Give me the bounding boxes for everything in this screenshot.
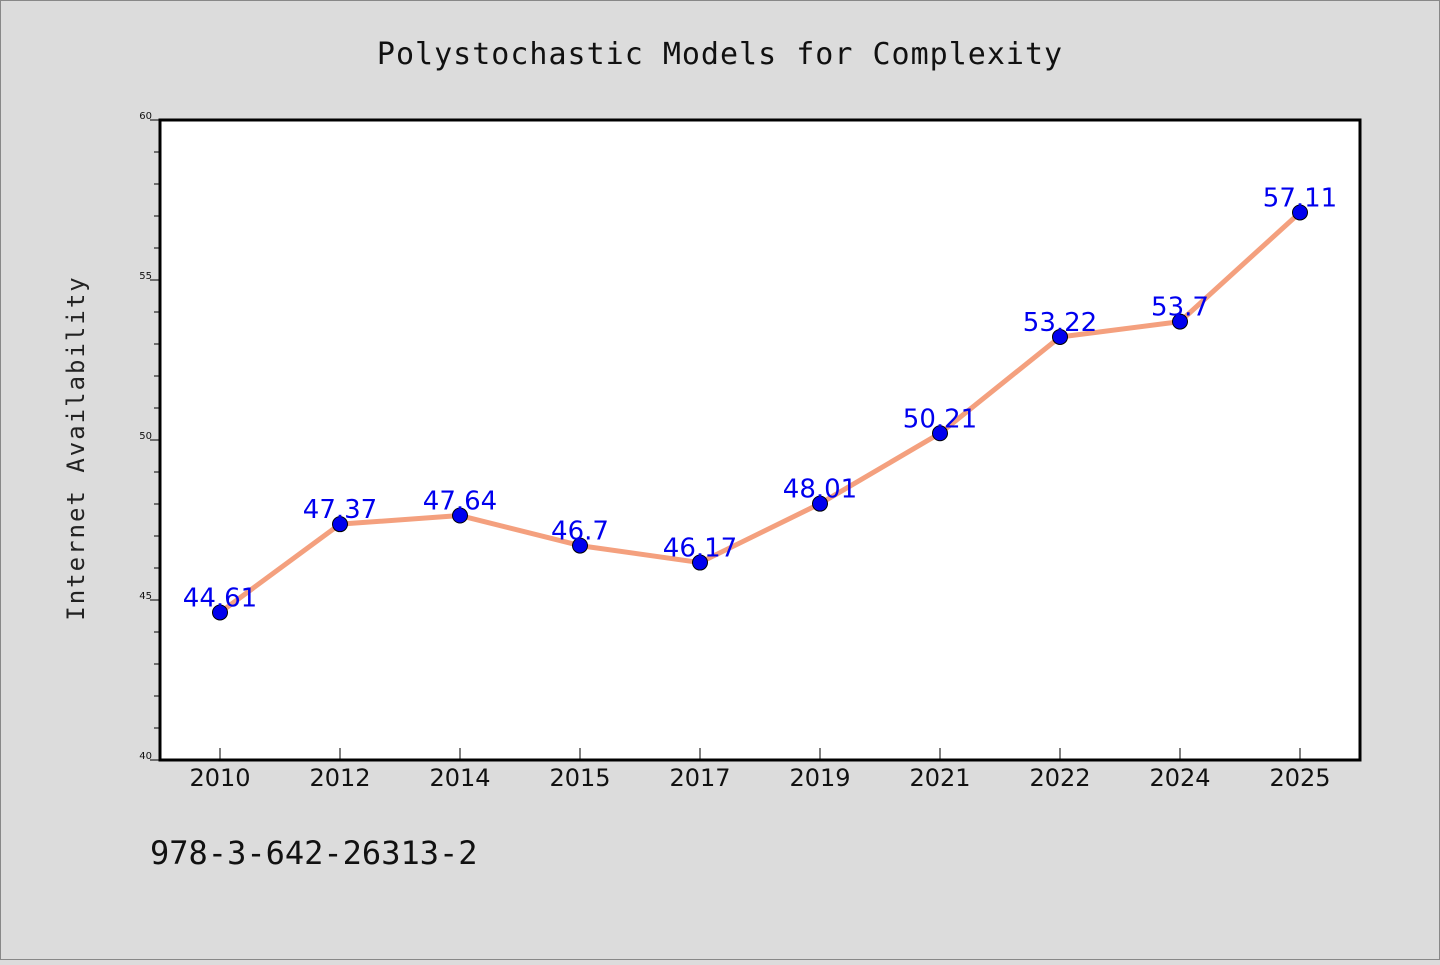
x-tick-label: 2019: [789, 764, 850, 792]
data-point-marker: [932, 425, 948, 442]
data-point-marker: [212, 604, 228, 621]
x-tick-label: 2017: [669, 764, 730, 792]
data-point-marker: [1292, 204, 1308, 221]
data-point-marker: [1052, 328, 1068, 345]
y-tick-label: 60: [139, 111, 152, 122]
data-label: 47.37: [303, 495, 377, 525]
data-label: 50.21: [903, 404, 977, 434]
data-point-marker: [332, 516, 348, 533]
chart-title: Polystochastic Models for Complexity: [377, 37, 1063, 72]
x-tick-label: 2022: [1029, 764, 1090, 792]
data-point-marker: [452, 507, 468, 524]
series-layer: 44.61 47.37 47.64 46.7 46.17 48.01 50.21 53.22 5…: [183, 183, 1337, 621]
data-point-marker: [812, 495, 828, 512]
data-label: 46.17: [663, 534, 737, 564]
y-tick-label: 50: [139, 431, 152, 442]
data-label: 53.22: [1023, 308, 1097, 338]
x-axis: 2010 2012 2014 2015 2017 2019 2021 2022 2024 2025: [189, 748, 1331, 792]
data-label: 47.64: [423, 487, 497, 517]
y-tick-label: 55: [139, 271, 152, 282]
y-axis-label: Internet Availability: [62, 275, 90, 620]
data-point-marker: [1172, 313, 1188, 330]
x-tick-label: 2012: [309, 764, 370, 792]
x-tick-label: 2025: [1269, 764, 1330, 792]
data-label: 57.11: [1263, 183, 1337, 213]
x-tick-label: 2021: [909, 764, 970, 792]
data-label: 46.7: [551, 517, 609, 547]
data-label: 53.7: [1151, 293, 1209, 323]
series-line: [217, 209, 1303, 615]
x-tick-label: 2024: [1149, 764, 1210, 792]
data-point-marker: [692, 554, 708, 571]
x-tick-label: 2010: [189, 764, 250, 792]
x-tick-label: 2014: [429, 764, 490, 792]
data-point-marker: [572, 537, 588, 554]
y-axis: 40 45 50 55 60: [139, 111, 160, 762]
data-label: 48.01: [783, 475, 857, 505]
y-tick-label: 40: [139, 751, 152, 762]
plot-area: [158, 118, 1362, 762]
y-tick-label: 45: [139, 591, 152, 602]
data-label: 44.61: [183, 583, 257, 613]
isbn-footer: 978-3-642-26313-2: [150, 834, 478, 872]
x-tick-label: 2015: [549, 764, 610, 792]
